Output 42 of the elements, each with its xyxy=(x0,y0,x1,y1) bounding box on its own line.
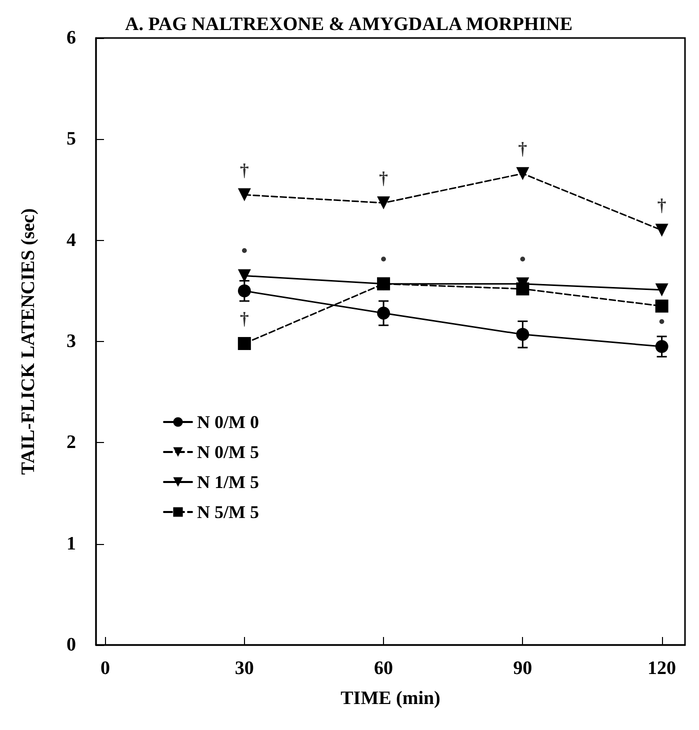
y-tick-label: 3 xyxy=(66,331,76,352)
x-axis-title: TIME (min) xyxy=(340,688,440,709)
x-tick-label: 60 xyxy=(374,658,394,679)
x-tick-label: 120 xyxy=(648,658,676,679)
x-tick-label: 30 xyxy=(234,658,254,679)
annotation: † xyxy=(379,168,388,188)
point xyxy=(238,188,251,202)
y-tick-label: 6 xyxy=(66,28,76,48)
point xyxy=(655,340,668,354)
annotation: • xyxy=(520,248,526,269)
point xyxy=(655,300,668,313)
legend-label: N 5/M 5 xyxy=(197,502,259,522)
legend-label: N 1/M 5 xyxy=(197,472,259,492)
point xyxy=(516,282,530,296)
y-tick-label: 2 xyxy=(66,432,76,454)
point xyxy=(238,269,251,282)
annotation: † xyxy=(240,160,249,180)
annotation: † xyxy=(518,138,528,159)
point xyxy=(516,167,530,180)
point xyxy=(238,337,251,350)
legend-label: N 0/M 5 xyxy=(197,442,259,462)
legend-label: N 0/M 0 xyxy=(197,412,259,432)
point xyxy=(655,283,668,296)
point xyxy=(377,196,390,210)
y-tick-label: 0 xyxy=(66,634,76,656)
y-tick-label: 5 xyxy=(66,128,76,150)
annotation: • xyxy=(380,248,387,269)
annotation: • xyxy=(658,312,665,332)
point xyxy=(516,328,530,341)
point xyxy=(655,224,668,237)
point xyxy=(377,277,390,290)
point xyxy=(377,306,390,320)
x-tick-label: 0 xyxy=(100,658,110,679)
y-axis-title: TAIL-FLICK LATENCIES (sec) xyxy=(18,208,39,475)
annotation: † xyxy=(240,308,249,329)
y-tick-label: 1 xyxy=(66,533,76,554)
chart-title: A. PAG NALTREXONE & AMYGDALA MORPHINE xyxy=(125,14,573,35)
annotation: • xyxy=(241,240,248,261)
annotation: † xyxy=(657,195,666,216)
x-tick-label: 90 xyxy=(513,658,532,679)
y-tick-label: 4 xyxy=(66,230,76,251)
point xyxy=(238,284,251,298)
